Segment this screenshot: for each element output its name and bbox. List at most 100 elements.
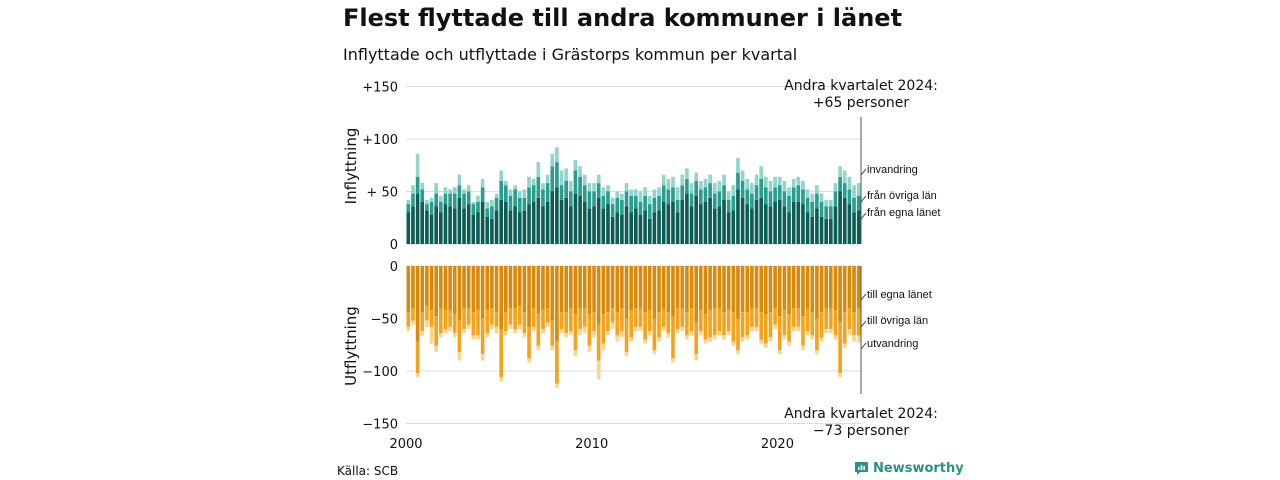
outflow-bar-segment bbox=[620, 331, 624, 338]
outflow-bar-segment bbox=[439, 308, 443, 334]
outflow-bar-segment bbox=[685, 312, 689, 336]
inflow-bar-segment bbox=[745, 178, 750, 190]
inflow-bar-segment bbox=[675, 212, 680, 244]
outflow-bar-segment bbox=[476, 335, 480, 340]
inflow-bar-segment bbox=[824, 199, 828, 207]
inflow-bar-segment bbox=[777, 199, 782, 244]
outflow-bar-segment bbox=[462, 308, 466, 329]
outflow-bar-segment bbox=[852, 335, 856, 342]
outflow-bar-segment bbox=[810, 266, 815, 313]
outflow-bar-segment bbox=[731, 341, 736, 346]
outflow-bar-segment bbox=[689, 331, 694, 336]
inflow-bar-segment bbox=[629, 212, 633, 244]
inflow-bar-segment bbox=[838, 176, 842, 192]
inflow-bar-segment bbox=[615, 197, 620, 213]
outflow-bar-segment bbox=[777, 266, 782, 317]
outflow-bar-segment bbox=[722, 312, 726, 336]
outflow-bar-segment bbox=[652, 318, 657, 350]
inflow-bars bbox=[406, 147, 861, 244]
inflow-bar-segment bbox=[791, 178, 796, 188]
outflow-bar-segment bbox=[833, 266, 838, 311]
x-tick-label: 2010 bbox=[575, 437, 608, 452]
inflow-bar-segment bbox=[615, 212, 620, 244]
inflow-bar-segment bbox=[606, 191, 610, 205]
inflow-bar-segment bbox=[675, 199, 680, 213]
outflow-bar-segment bbox=[796, 326, 801, 332]
inflow-bar-segment bbox=[712, 208, 717, 244]
inflow-bar-segment bbox=[596, 183, 601, 198]
inflow-bar-segment bbox=[555, 147, 559, 163]
inflow-bar-segment bbox=[462, 189, 466, 194]
outflow-bar-segment bbox=[731, 266, 736, 313]
inflow-bar-segment bbox=[661, 202, 666, 244]
outflow-bar-segment bbox=[764, 343, 768, 348]
outflow-bar-segment bbox=[522, 333, 527, 338]
outflow-bar-segment bbox=[573, 350, 578, 357]
inflow-bar-segment bbox=[569, 206, 573, 244]
inflow-bar-segment bbox=[606, 185, 610, 192]
outflow-bar-segment bbox=[615, 335, 620, 342]
inflow-bar-segment bbox=[471, 214, 476, 244]
outflow-bar-segment bbox=[750, 308, 754, 327]
inflow-bar-segment bbox=[462, 208, 466, 244]
annotation-top-line2: +65 personer bbox=[813, 95, 910, 111]
outflow-bar-segment bbox=[666, 333, 671, 338]
inflow-bar-segment bbox=[620, 214, 624, 244]
outflow-bar-segment bbox=[550, 266, 555, 321]
outflow-bar-segment bbox=[647, 310, 652, 332]
inflow-bar-segment bbox=[443, 187, 448, 194]
inflow-bar-segment bbox=[703, 178, 708, 188]
inflow-bar-segment bbox=[685, 168, 689, 179]
outflow-bar-segment bbox=[555, 341, 559, 384]
outflow-bar-segment bbox=[443, 329, 448, 334]
inflow-bar-segment bbox=[573, 160, 578, 171]
outflow-bar-segment bbox=[675, 329, 680, 334]
outflow-bar-segment bbox=[559, 329, 564, 334]
inflow-bar-segment bbox=[708, 174, 712, 184]
outflow-bar-segment bbox=[592, 331, 596, 338]
outflow-bar-segment bbox=[578, 266, 582, 308]
outflow-bar-segment bbox=[480, 266, 485, 319]
outflow-bar-segment bbox=[634, 308, 638, 327]
outflow-bar-segment bbox=[522, 312, 527, 334]
inflow-bar-segment bbox=[531, 178, 536, 186]
outflow-bar-segment bbox=[559, 312, 564, 329]
inflow-bar-segment bbox=[722, 174, 726, 186]
outflow-bar-segment bbox=[490, 308, 494, 325]
inflow-bar-segment bbox=[545, 202, 550, 244]
outflow-bar-segment bbox=[842, 343, 847, 348]
outflow-bar-segment bbox=[689, 266, 694, 308]
inflow-bar-segment bbox=[833, 183, 838, 192]
outflow-bar-segment bbox=[425, 266, 429, 306]
inflow-bar-segment bbox=[750, 183, 754, 194]
outflow-bar-segment bbox=[838, 322, 842, 374]
inflow-bar-segment bbox=[745, 189, 750, 205]
outflow-bar-segment bbox=[703, 339, 708, 344]
outflow-bar-segment bbox=[819, 266, 824, 313]
inflow-bar-segment bbox=[508, 195, 513, 211]
inflow-bar-segment bbox=[750, 208, 754, 244]
y-tick-label: −100 bbox=[362, 365, 398, 380]
inflow-bar-segment bbox=[485, 202, 490, 209]
inflow-bar-segment bbox=[699, 204, 703, 244]
inflow-bar-segment bbox=[773, 202, 777, 244]
inflow-bar-segment bbox=[754, 174, 759, 186]
inflow-bar-segment bbox=[671, 187, 675, 202]
inflow-bar-segment bbox=[666, 204, 671, 244]
outflow-bar-segment bbox=[722, 335, 726, 340]
inflow-bar-segment bbox=[801, 189, 805, 205]
outflow-bar-segment bbox=[801, 266, 805, 317]
inflow-bar-segment bbox=[689, 193, 694, 207]
inflow-bar-segment bbox=[694, 195, 698, 244]
outflow-bar-segment bbox=[550, 320, 555, 346]
outflow-bar-segment bbox=[638, 326, 643, 332]
series-label-leader bbox=[860, 212, 867, 220]
outflow-bar-segment bbox=[471, 312, 476, 336]
inflow-bar-segment bbox=[606, 204, 610, 244]
inflow-bar-segment bbox=[638, 202, 643, 215]
y-tick-label: 0 bbox=[390, 260, 398, 275]
inflow-bar-segment bbox=[634, 208, 638, 244]
outflow-bar-segment bbox=[643, 266, 647, 313]
outflow-bar-segment bbox=[805, 331, 810, 336]
inflow-bar-segment bbox=[652, 212, 657, 244]
